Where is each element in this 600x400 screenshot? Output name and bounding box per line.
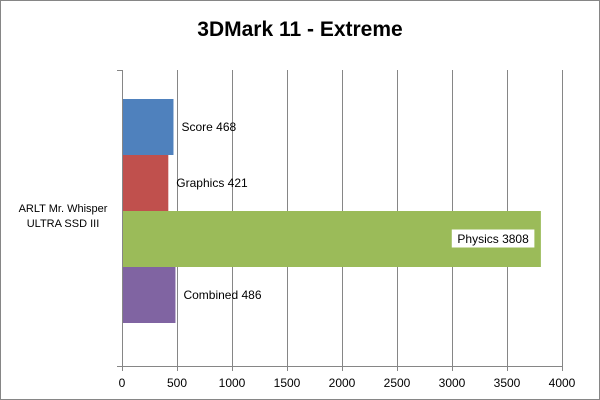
data-label-physics: Physics 3808: [457, 232, 529, 246]
data-label-graphics: Graphics 421: [176, 176, 248, 190]
data-label-combined: Combined 486: [183, 288, 261, 302]
x-tick-label: 1500: [274, 376, 301, 390]
x-tick-label: 2000: [329, 376, 356, 390]
x-tick-label: 4000: [549, 376, 576, 390]
bar-score: [123, 99, 174, 155]
x-tick-label: 0: [119, 376, 126, 390]
category-labels: ARLT Mr. Whisper ULTRA SSD III: [19, 203, 108, 230]
x-tick-label: 500: [167, 376, 187, 390]
x-tick-label: 3500: [494, 376, 521, 390]
chart-title: 3DMark 11 - Extreme: [197, 18, 402, 41]
bar-combined: [123, 267, 176, 323]
x-tick-label: 2500: [384, 376, 411, 390]
category-label-line: ULTRA SSD III: [27, 218, 100, 230]
data-label-score: Score 468: [181, 120, 236, 134]
x-tick-label: 3000: [439, 376, 466, 390]
axes: [117, 70, 563, 371]
bars: [123, 99, 541, 323]
data-label-box: [450, 228, 536, 249]
x-tick-labels: 0 500 1000 1500 2000 2500 3000 3500 4000: [119, 376, 576, 390]
bar-graphics: [123, 155, 169, 211]
x-tick-label: 1000: [219, 376, 246, 390]
category-label-line: ARLT Mr. Whisper: [19, 203, 108, 215]
data-labels: Score 468 Graphics 421 Physics 3808 Combine…: [176, 120, 536, 302]
